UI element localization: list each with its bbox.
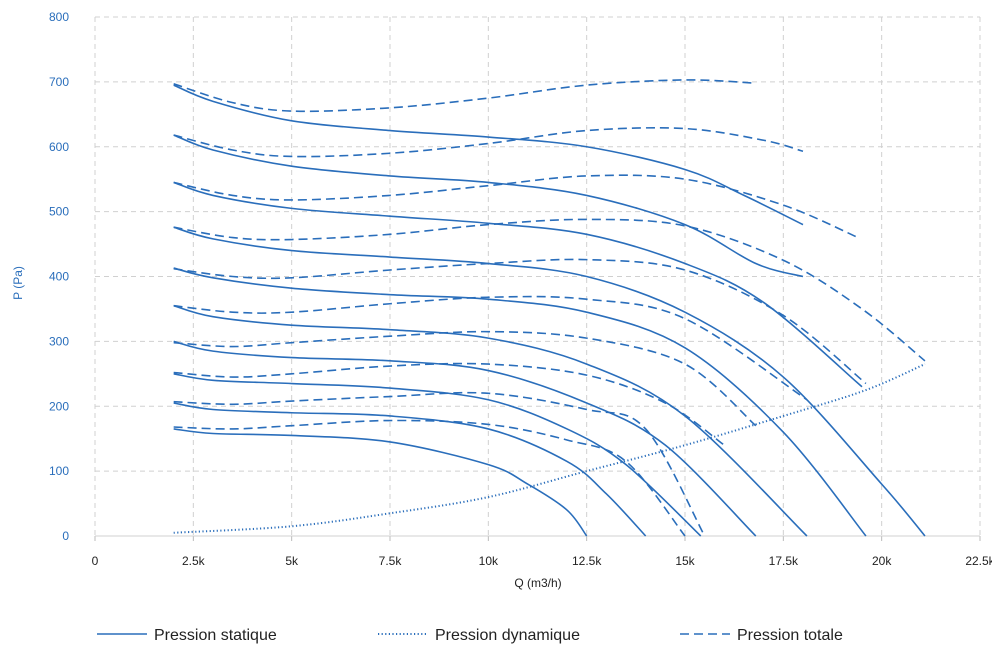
- y-tick-label: 400: [49, 270, 69, 284]
- series-line-statique: [173, 373, 702, 537]
- x-tick-label: 5k: [285, 554, 299, 568]
- series-line-statique: [173, 181, 863, 388]
- series-line-totale: [173, 258, 867, 385]
- series-line-statique: [173, 402, 647, 537]
- legend-label: Pression totale: [737, 627, 843, 644]
- series-line-totale: [173, 79, 756, 113]
- y-tick-label: 100: [49, 464, 69, 478]
- series-line-totale: [173, 218, 926, 362]
- legend: Pression statique Pression dynamique Press…: [97, 627, 843, 644]
- x-tick-label: 10k: [479, 554, 499, 568]
- x-tick-label: 0: [92, 554, 99, 568]
- series-line-totale: [173, 362, 725, 446]
- y-tick-label: 500: [49, 205, 69, 219]
- y-tick-label: 800: [49, 10, 69, 24]
- series-line-statique: [173, 84, 804, 226]
- legend-label: Pression dynamique: [435, 627, 580, 644]
- grid-layer: [94, 16, 981, 541]
- y-tick-label: 300: [49, 334, 69, 348]
- series-line-statique: [173, 226, 926, 537]
- y-tick-label: 700: [49, 75, 69, 89]
- x-tick-label: 12.5k: [572, 554, 602, 568]
- series-line-dynamique: [173, 363, 926, 534]
- x-tick-label: 15k: [675, 554, 695, 568]
- series-line-statique: [173, 340, 757, 537]
- series-line-statique: [173, 304, 808, 537]
- x-tick-label: 17.5k: [769, 554, 799, 568]
- y-tick-label: 600: [49, 140, 69, 154]
- x-tick-label: 7.5k: [379, 554, 403, 568]
- tick-layer: 0 2.5k 5k 7.5k 10k 12.5k 15k 17.5k 20k 22.5k 0 100 2…: [49, 10, 992, 568]
- series-line-statique: [173, 134, 804, 278]
- x-axis-title: Q (m3/h): [514, 576, 561, 590]
- series-layer: [173, 79, 926, 537]
- series-line-totale: [173, 127, 804, 158]
- legend-label: Pression statique: [154, 627, 277, 644]
- x-tick-label: 22.5k: [965, 554, 992, 568]
- x-tick-label: 20k: [872, 554, 892, 568]
- y-tick-label: 0: [62, 529, 69, 543]
- series-line-statique: [173, 428, 588, 537]
- series-line-totale: [173, 174, 859, 239]
- series-line-totale: [173, 295, 808, 401]
- series-line-totale: [173, 330, 757, 427]
- y-tick-label: 200: [49, 399, 69, 413]
- y-axis-title: P (Pa): [11, 266, 25, 300]
- x-tick-label: 2.5k: [182, 554, 206, 568]
- series-line-totale: [173, 419, 686, 537]
- series-line-statique: [173, 267, 867, 537]
- series-line-totale: [173, 391, 706, 537]
